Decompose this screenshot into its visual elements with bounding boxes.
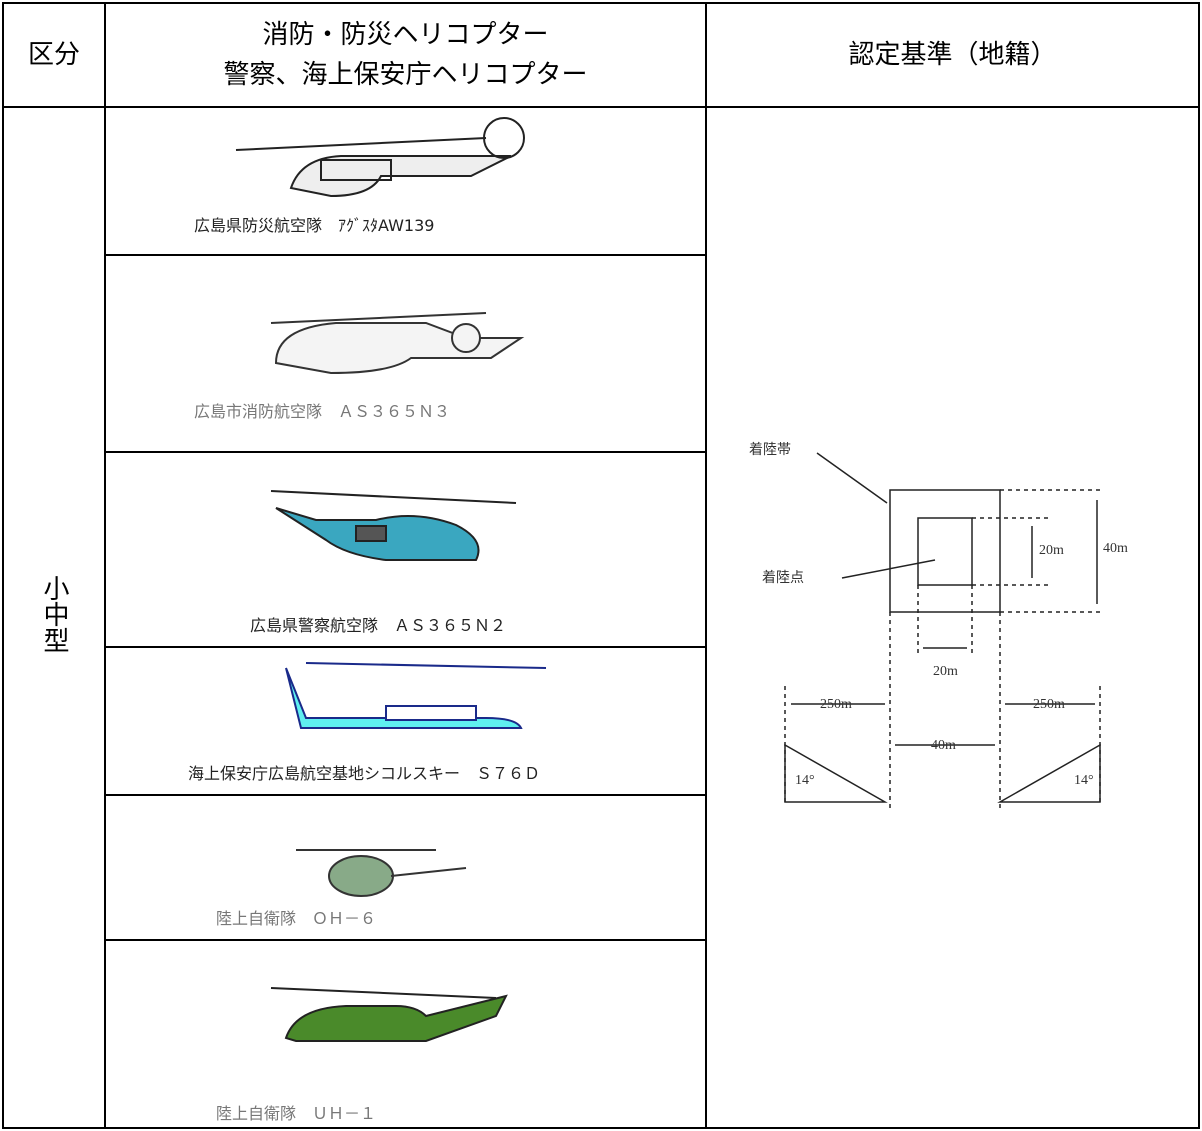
helicopter bbox=[296, 849, 467, 897]
size-class: 小中型 bbox=[39, 575, 69, 653]
caption: 広島県警察航空隊 ＡＳ３６５Ｎ２ bbox=[250, 616, 507, 635]
rule bbox=[104, 939, 706, 941]
caption: 陸上自衛隊 ＵＨ－１ bbox=[216, 1104, 377, 1123]
diagram-label: 着陸点 bbox=[762, 570, 804, 586]
diagram-label: 20m bbox=[1039, 543, 1064, 558]
rule bbox=[104, 646, 706, 648]
rule bbox=[2, 106, 1200, 108]
diagram-label: 250m bbox=[1033, 697, 1065, 712]
rule bbox=[104, 2, 106, 1129]
rule bbox=[104, 451, 706, 453]
header-line: 消防・防災ヘリコプター bbox=[262, 20, 549, 50]
helicopter bbox=[270, 490, 517, 561]
caption: 海上保安庁広島航空基地シコルスキー Ｓ７６Ｄ bbox=[188, 764, 541, 783]
helicopter-images bbox=[235, 117, 547, 1042]
header-cell: 認定基準（地籍） bbox=[848, 40, 1057, 70]
helicopter bbox=[270, 987, 508, 1042]
helicopter bbox=[235, 117, 525, 198]
helicopter bbox=[285, 662, 547, 729]
caption: 広島市消防航空隊 ＡＳ３６５Ｎ３ bbox=[194, 402, 451, 421]
criteria-diagram: 着陸帯 着陸点 20m 40m 20m 250m 40m 250m 14° 14… bbox=[749, 442, 1128, 808]
diagram-label: 14° bbox=[1074, 773, 1094, 788]
helicopter bbox=[270, 312, 525, 375]
header-line: 警察、海上保安庁ヘリコプター bbox=[223, 60, 588, 90]
diagram-label: 14° bbox=[795, 773, 815, 788]
caption: 陸上自衛隊 ＯＨ－６ bbox=[216, 909, 377, 928]
rule bbox=[705, 2, 707, 1129]
diagram-label: 250m bbox=[820, 697, 852, 712]
header-cell: 消防・防災ヘリコプター 警察、海上保安庁ヘリコプター bbox=[106, 4, 705, 106]
diagram-label: 20m bbox=[933, 664, 958, 679]
header-cell: 区分 bbox=[27, 40, 80, 70]
diagram-label: 40m bbox=[1103, 541, 1128, 556]
caption: 広島県防災航空隊 ｱｸﾞｽﾀAW139 bbox=[194, 216, 435, 235]
diagram-label: 着陸帯 bbox=[749, 442, 791, 458]
diagram-label: 40m bbox=[931, 738, 956, 753]
rule bbox=[104, 254, 706, 256]
rule bbox=[104, 794, 706, 796]
